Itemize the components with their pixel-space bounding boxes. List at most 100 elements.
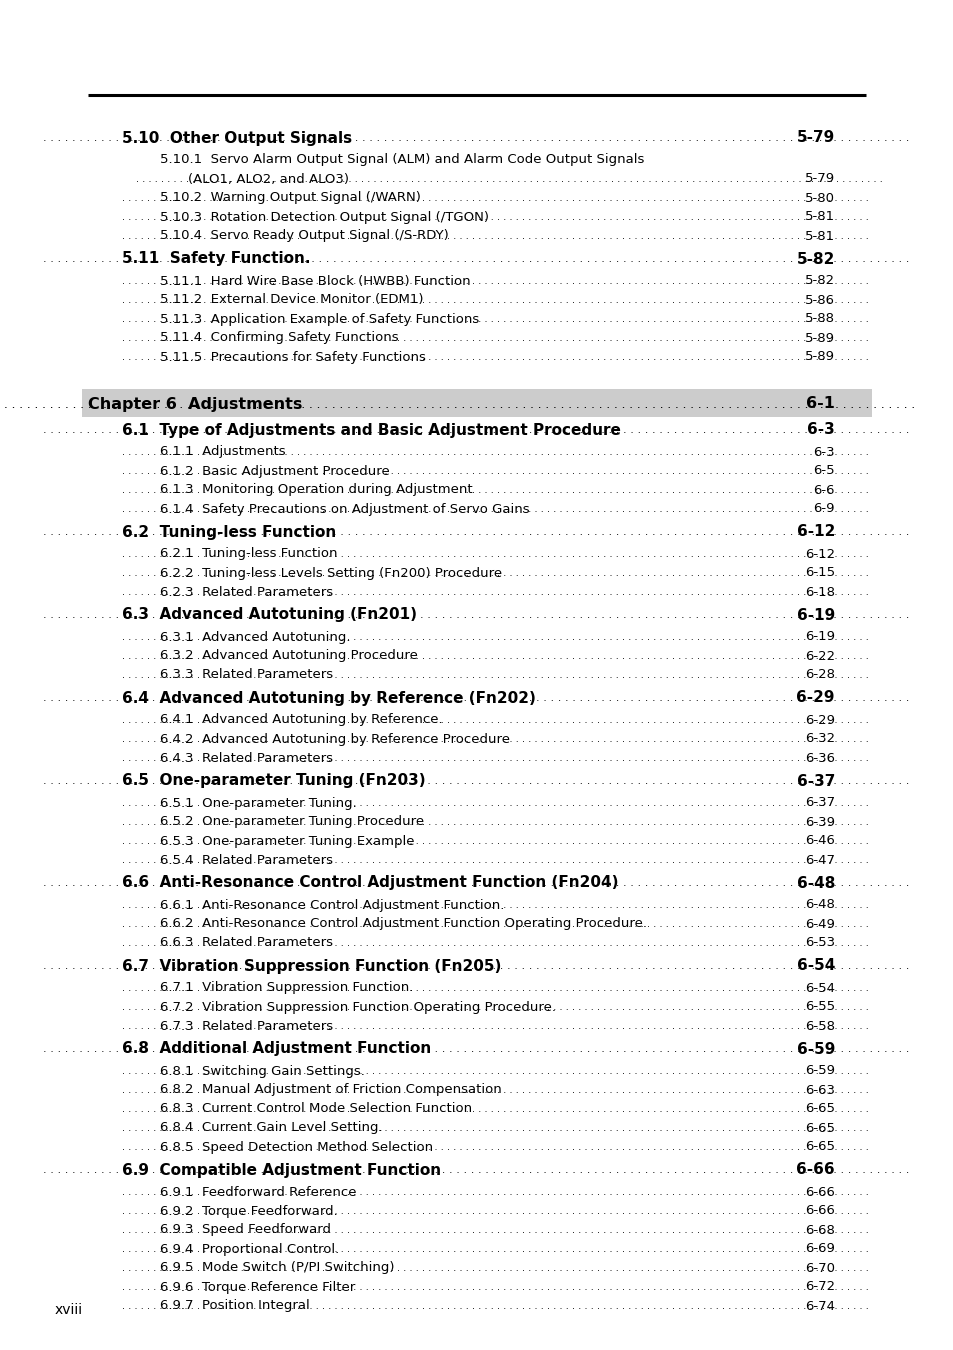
Text: . . . . . . . . . . . . . . . . . . . . . . . . . . . . . . . . . . . . . . . . : . . . . . . . . . . . . . . . . . . . . … [122,485,872,495]
Text: . . . . . . . . . . . . . . . . . . . . . . . . . . . . . . . . . . . . . . . . : . . . . . . . . . . . . . . . . . . . . … [122,315,872,324]
Text: . . . . . . . . . . . . . . . . . . . . . . . . . . . . . . . . . . . . . . . . : . . . . . . . . . . . . . . . . . . . . … [44,1165,913,1174]
Text: 6-3: 6-3 [806,423,834,437]
Text: 6-74: 6-74 [804,1300,834,1312]
Text: . . . . . . . . . . . . . . . . . . . . . . . . . . . . . . . . . . . . . . . . : . . . . . . . . . . . . . . . . . . . . … [44,961,913,971]
Text: . . . . . . . . . . . . . . . . . . . . . . . . . . . . . . . . . . . . . . . . : . . . . . . . . . . . . . . . . . . . . … [44,610,913,620]
Text: . . . . . . . . . . . . . . . . . . . . . . . . . . . . . . . . . . . . . . . . : . . . . . . . . . . . . . . . . . . . . … [44,425,913,435]
Text: 6.2.2  Tuning-less Levels Setting (Fn200) Procedure: 6.2.2 Tuning-less Levels Setting (Fn200)… [160,567,501,579]
Text: 6.6.3  Related Parameters: 6.6.3 Related Parameters [160,937,333,949]
Text: . . . . . . . . . . . . . . . . . . . . . . . . . . . . . . . . . . . . . . . . : . . . . . . . . . . . . . . . . . . . . … [122,1002,872,1012]
Text: . . . . . . . . . . . . . . . . . . . . . . . . . . . . . . . . . . . . . . . . : . . . . . . . . . . . . . . . . . . . . … [122,568,872,578]
Text: 6.9.5  Mode Switch (P/PI Switching): 6.9.5 Mode Switch (P/PI Switching) [160,1261,395,1274]
Text: . . . . . . . . . . . . . . . . . . . . . . . . . . . . . . . . . . . . . . . . : . . . . . . . . . . . . . . . . . . . . … [44,878,913,888]
Text: 6.6  Anti-Resonance Control Adjustment Function (Fn204): 6.6 Anti-Resonance Control Adjustment Fu… [122,876,618,891]
Text: . . . . . . . . . . . . . . . . . . . . . . . . . . . . . . . . . . . . . . . . : . . . . . . . . . . . . . . . . . . . . … [122,296,872,305]
Text: 6-63: 6-63 [804,1084,834,1096]
Text: 6-46: 6-46 [804,834,834,848]
Text: 6.7.3  Related Parameters: 6.7.3 Related Parameters [160,1019,333,1033]
Text: . . . . . . . . . . . . . . . . . . . . . . . . . . . . . . . . . . . . . . . . : . . . . . . . . . . . . . . . . . . . . … [44,254,913,265]
Text: 5.11.1  Hard Wire Base Block (HWBB) Function: 5.11.1 Hard Wire Base Block (HWBB) Funct… [160,274,470,288]
Text: 6.8.3  Current Control Mode Selection Function: 6.8.3 Current Control Mode Selection Fun… [160,1103,472,1115]
Text: 6-22: 6-22 [804,649,834,663]
Text: . . . . . . . . . . . . . . . . . . . . . . . . . . . . . . . . . . . . . . . . : . . . . . . . . . . . . . . . . . . . . … [122,716,872,725]
Text: . . . . . . . . . . . . . . . . . . . . . . . . . . . . . . . . . . . . . . . . : . . . . . . . . . . . . . . . . . . . . … [122,193,872,202]
Text: . . . . . . . . . . . . . . . . . . . . . . . . . . . . . . . . . . . . . . . . : . . . . . . . . . . . . . . . . . . . . … [122,734,872,744]
Text: 6.9.4  Proportional Control.: 6.9.4 Proportional Control. [160,1242,339,1256]
Text: . . . . . . . . . . . . . . . . . . . . . . . . . . . . . . . . . . . . . . . . : . . . . . . . . . . . . . . . . . . . . … [44,1044,913,1054]
Text: . . . . . . . . . . . . . . . . . . . . . . . . . . . . . . . . . . . . . . . . : . . . . . . . . . . . . . . . . . . . . … [122,587,872,597]
Text: . . . . . . . . . . . . . . . . . . . . . . . . . . . . . . . . . . . . . . . . : . . . . . . . . . . . . . . . . . . . . … [122,670,872,680]
Text: 6.8.2  Manual Adjustment of Friction Compensation: 6.8.2 Manual Adjustment of Friction Comp… [160,1084,501,1096]
Text: . . . . . . . . . . . . . . . . . . . . . . . . . . . . . . . . . . . . . . . . : . . . . . . . . . . . . . . . . . . . . … [122,1224,872,1235]
Text: 6-28: 6-28 [804,668,834,682]
Text: (ALO1, ALO2, and ALO3): (ALO1, ALO2, and ALO3) [188,173,349,185]
Text: 5-89: 5-89 [804,332,834,344]
Text: 5.11.4  Confirming Safety Functions: 5.11.4 Confirming Safety Functions [160,332,398,344]
Text: 5-82: 5-82 [804,274,834,288]
Text: 5.11.3  Application Example of Safety Functions: 5.11.3 Application Example of Safety Fun… [160,312,478,325]
Text: 6.1.2  Basic Adjustment Procedure: 6.1.2 Basic Adjustment Procedure [160,464,390,478]
Text: 6.1.1  Adjustments: 6.1.1 Adjustments [160,446,285,459]
Text: . . . . . . . . . . . . . . . . . . . . . . . . . . . . . . . . . . . . . . . . : . . . . . . . . . . . . . . . . . . . . … [122,651,872,661]
Text: 6-48: 6-48 [796,876,834,891]
Text: . . . . . . . . . . . . . . . . . . . . . . . . . . . . . . . . . . . . . . . . : . . . . . . . . . . . . . . . . . . . . … [122,231,872,242]
Text: . . . . . . . . . . . . . . . . . . . . . . . . . . . . . . . . . . . . . . . . : . . . . . . . . . . . . . . . . . . . . … [122,275,872,286]
Text: 6.4  Advanced Autotuning by Reference (Fn202): 6.4 Advanced Autotuning by Reference (Fn… [122,690,536,706]
Text: . . . . . . . . . . . . . . . . . . . . . . . . . . . . . . . . . . . . . . . . : . . . . . . . . . . . . . . . . . . . . … [44,693,913,703]
Text: 6-19: 6-19 [796,608,834,622]
Text: 6.5.4  Related Parameters: 6.5.4 Related Parameters [160,853,333,867]
Text: . . . . . . . . . . . . . . . . . . . . . . . . . . . . . . . . . . . . . . . . : . . . . . . . . . . . . . . . . . . . . … [122,938,872,948]
Text: 6.1.4  Safety Precautions on Adjustment of Servo Gains: 6.1.4 Safety Precautions on Adjustment o… [160,502,529,516]
Text: . . . . . . . . . . . . . . . . . . . . . . . . . . . . . . . . . . . . . . . . : . . . . . . . . . . . . . . . . . . . . … [122,1123,872,1133]
Text: 5-79: 5-79 [804,173,834,185]
Text: 6.3  Advanced Autotuning (Fn201): 6.3 Advanced Autotuning (Fn201) [122,608,416,622]
Text: 5.11.2  External Device Monitor (EDM1): 5.11.2 External Device Monitor (EDM1) [160,293,423,306]
Text: 6.9.7  Position Integral: 6.9.7 Position Integral [160,1300,310,1312]
Text: 5.10.2  Warning Output Signal (/WARN): 5.10.2 Warning Output Signal (/WARN) [160,192,420,204]
Text: . . . . . . . . . . . . . . . . . . . . . . . . . . . . . . . . . . . . . . . . : . . . . . . . . . . . . . . . . . . . . … [4,397,918,410]
Text: 6.7.2  Vibration Suppression Function Operating Procedure.: 6.7.2 Vibration Suppression Function Ope… [160,1000,556,1014]
Text: 6.9.3  Speed Feedforward: 6.9.3 Speed Feedforward [160,1223,331,1237]
Text: 6.6.1  Anti-Resonance Control Adjustment Function.: 6.6.1 Anti-Resonance Control Adjustment … [160,899,504,911]
Text: 5.10.4  Servo Ready Output Signal (/S-RDY): 5.10.4 Servo Ready Output Signal (/S-RDY… [160,230,448,243]
Text: 6.2  Tuning-less Function: 6.2 Tuning-less Function [122,525,335,540]
Text: 6.5  One-parameter Tuning (Fn203): 6.5 One-parameter Tuning (Fn203) [122,774,425,788]
Text: 6.9  Compatible Adjustment Function: 6.9 Compatible Adjustment Function [122,1162,440,1177]
Text: . . . . . . . . . . . . . . . . . . . . . . . . . . . . . . . . . . . . . . . . : . . . . . . . . . . . . . . . . . . . . … [44,776,913,786]
Text: 5-88: 5-88 [804,312,834,325]
Text: 6.7.1  Vibration Suppression Function.: 6.7.1 Vibration Suppression Function. [160,981,413,995]
Text: 6.7  Vibration Suppression Function (Fn205): 6.7 Vibration Suppression Function (Fn20… [122,958,501,973]
Text: 6-37: 6-37 [804,796,834,810]
Text: 6-66: 6-66 [796,1162,834,1177]
Text: 6-65: 6-65 [804,1141,834,1153]
Text: . . . . . . . . . . . . . . . . . . . . . . . . . . . . . . . . . . . . . . . . : . . . . . . . . . . . . . . . . . . . . … [122,1206,872,1216]
Text: 6.4.2  Advanced Autotuning by Reference Procedure: 6.4.2 Advanced Autotuning by Reference P… [160,733,510,745]
Text: . . . . . . . . . . . . . . . . . . . . . . . . . . . . . . . . . . . . . . . . : . . . . . . . . . . . . . . . . . . . . … [122,1301,872,1311]
Text: . . . . . . . . . . . . . . . . . . . . . . . . . . . . . . . . . . . . . . . . : . . . . . . . . . . . . . . . . . . . . … [122,632,872,643]
Text: 5-82: 5-82 [796,251,834,266]
Text: 6.9.6  Torque Reference Filter: 6.9.6 Torque Reference Filter [160,1281,355,1293]
Text: . . . . . . . . . . . . . . . . . . . . . . . . . . . . . . . . . . . . . . . . : . . . . . . . . . . . . . . . . . . . . … [122,900,872,910]
Text: 5.11.5  Precautions for Safety Functions: 5.11.5 Precautions for Safety Functions [160,351,425,363]
Text: 6-12: 6-12 [804,548,834,560]
Text: 6.2.1  Tuning-less Function: 6.2.1 Tuning-less Function [160,548,337,560]
Text: . . . . . . . . . . . . . . . . . . . . . . . . . . . . . . . . . . . . . . . . : . . . . . . . . . . . . . . . . . . . . … [122,1085,872,1095]
Text: 5-81: 5-81 [804,230,834,243]
Text: 6-39: 6-39 [804,815,834,829]
Text: 6-59: 6-59 [804,1065,834,1077]
Text: 6-18: 6-18 [804,586,834,598]
Text: . . . . . . . . . . . . . . . . . . . . . . . . . . . . . . . . . . . . . . . . : . . . . . . . . . . . . . . . . . . . . … [122,836,872,846]
Text: . . . . . . . . . . . . . . . . . . . . . . . . . . . . . . . . . . . . . . . . : . . . . . . . . . . . . . . . . . . . . … [122,212,872,221]
Text: 6-54: 6-54 [804,981,834,995]
Bar [82,389,871,417]
Text: 6-58: 6-58 [804,1019,834,1033]
Text: 6.6.2  Anti-Resonance Control Adjustment Function Operating Procedure.: 6.6.2 Anti-Resonance Control Adjustment … [160,918,646,930]
Text: 6-1: 6-1 [805,397,834,412]
Text: . . . . . . . . . . . . . . . . . . . . . . . . . . . . . . . . . . . . . . . . : . . . . . . . . . . . . . . . . . . . . … [122,352,872,362]
Text: 6.4.1  Advanced Autotuning by Reference.: 6.4.1 Advanced Autotuning by Reference. [160,714,442,726]
Text: 5-80: 5-80 [804,192,834,204]
Text: 6.9.2  Torque Feedforward.: 6.9.2 Torque Feedforward. [160,1204,337,1218]
Text: . . . . . . . . . . . . . . . . . . . . . . . . . . . . . . . . . . . . . . . . : . . . . . . . . . . . . . . . . . . . . … [122,1243,872,1254]
Text: 5-89: 5-89 [804,351,834,363]
Text: 5-79: 5-79 [796,131,834,146]
